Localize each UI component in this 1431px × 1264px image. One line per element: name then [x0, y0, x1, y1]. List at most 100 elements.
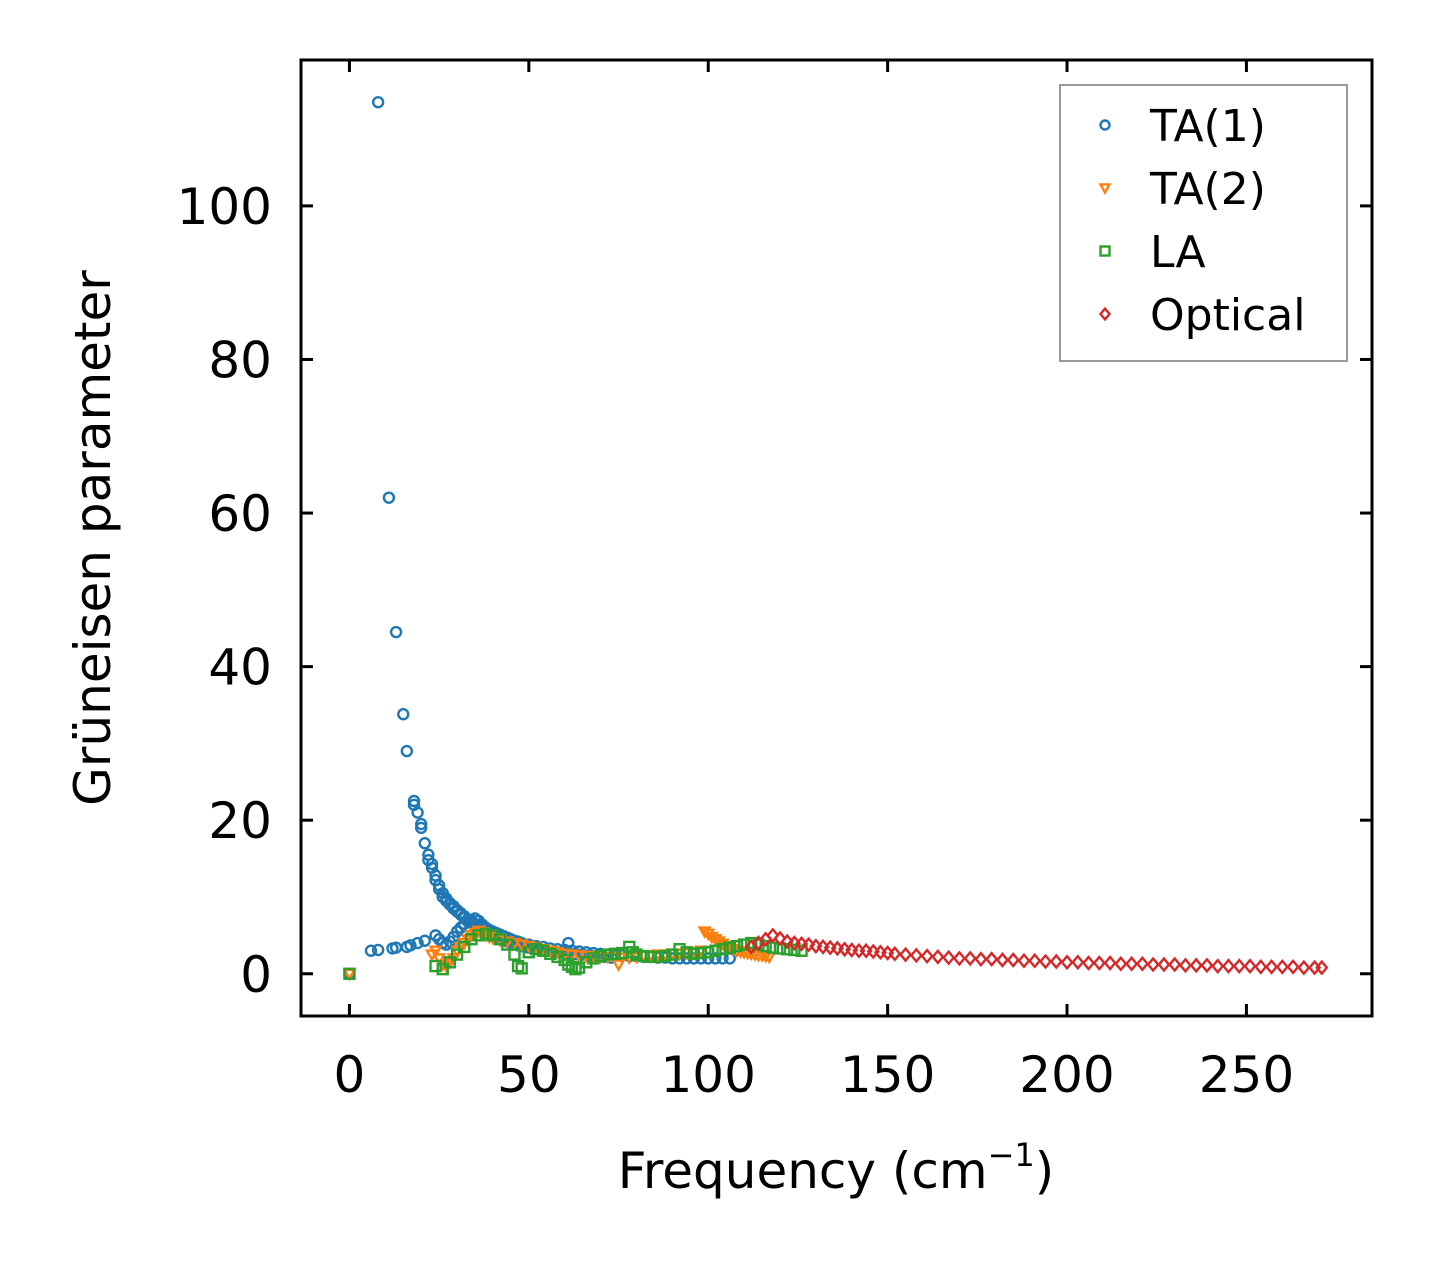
data-point	[389, 625, 403, 639]
plot-frame	[299, 58, 1374, 1018]
data-point	[899, 946, 913, 963]
data-point	[694, 946, 708, 960]
data-point	[608, 947, 622, 961]
x-tick-label: 150	[840, 1046, 935, 1104]
data-point	[1125, 955, 1139, 972]
data-point	[1211, 958, 1225, 974]
data-point	[418, 837, 431, 850]
data-point	[411, 806, 424, 819]
data-point	[745, 936, 758, 950]
data-point	[572, 950, 587, 963]
data-point	[730, 939, 744, 953]
data-point	[407, 794, 421, 808]
x-tick-label: 200	[1019, 1046, 1114, 1104]
x-tick-label: 250	[1199, 1046, 1294, 1104]
legend-label: Optical	[1150, 290, 1305, 341]
data-point	[418, 934, 431, 947]
data-point	[795, 944, 808, 957]
data-point	[1286, 958, 1300, 975]
x-tick-label: 100	[661, 1046, 756, 1104]
data-point	[601, 948, 614, 961]
x-axis-title-superscript: −1	[988, 1136, 1035, 1174]
series-optical	[744, 927, 1329, 976]
series-la	[343, 927, 808, 980]
data-point	[511, 959, 525, 973]
data-point	[1275, 958, 1289, 975]
data-point	[1168, 956, 1182, 973]
data-point	[414, 817, 428, 831]
data-point	[985, 951, 999, 968]
data-point	[1146, 956, 1160, 973]
data-point	[888, 945, 902, 962]
data-point	[974, 951, 988, 968]
data-point	[414, 821, 428, 835]
data-point	[364, 944, 378, 957]
legend-marker	[1099, 245, 1111, 257]
data-point	[773, 930, 787, 947]
data-point	[536, 944, 550, 957]
data-point	[443, 956, 457, 969]
legend-marker	[1098, 183, 1112, 195]
data-point	[1114, 955, 1128, 972]
data-point	[995, 952, 1010, 968]
data-point	[371, 96, 385, 109]
data-point	[450, 948, 464, 961]
data-point	[702, 946, 715, 959]
x-tick-label: 0	[334, 1046, 366, 1104]
data-point	[1297, 959, 1311, 976]
data-point	[472, 929, 485, 942]
data-point	[802, 936, 816, 953]
data-point	[371, 943, 385, 957]
y-axis-title: Grüneisen parameter	[64, 270, 122, 806]
data-point	[963, 950, 977, 967]
data-point	[404, 939, 417, 952]
data-point	[1060, 954, 1074, 971]
data-point	[428, 945, 443, 959]
data-point	[658, 949, 672, 963]
data-point	[425, 857, 439, 871]
data-point	[931, 948, 945, 965]
data-point	[515, 962, 528, 975]
data-point	[766, 927, 780, 944]
legend-marker	[1098, 306, 1112, 322]
data-point	[680, 946, 693, 959]
data-point	[343, 967, 356, 980]
data-point	[551, 950, 564, 964]
data-point	[788, 943, 801, 957]
data-point	[644, 950, 658, 964]
data-point	[594, 949, 607, 963]
legend-label: LA	[1150, 227, 1206, 278]
data-point	[1264, 958, 1279, 975]
data-point	[1049, 953, 1063, 970]
legend-marker	[1099, 119, 1111, 131]
y-tick-label: 40	[208, 639, 272, 697]
data-point	[436, 962, 449, 976]
data-point	[565, 960, 579, 974]
data-point	[569, 962, 582, 976]
data-point	[952, 950, 966, 967]
y-tick-label: 80	[208, 331, 272, 389]
data-point	[522, 946, 536, 959]
legend-box	[1059, 84, 1348, 362]
data-point	[1200, 957, 1214, 974]
data-point	[611, 959, 626, 973]
data-point	[1028, 952, 1042, 969]
data-point	[687, 947, 701, 961]
data-point	[1254, 958, 1268, 975]
data-point	[382, 491, 396, 504]
x-tick-label: 50	[497, 1046, 561, 1104]
legend: TA(1) TA(2) LA Optical	[1059, 84, 1348, 362]
data-point	[1103, 955, 1117, 971]
x-axis-title-close: )	[1035, 1142, 1055, 1200]
data-point	[909, 947, 923, 964]
data-point	[587, 952, 600, 965]
y-tick-label: 20	[208, 792, 272, 850]
y-tick-label: 60	[208, 485, 272, 543]
data-point	[529, 942, 543, 956]
data-point	[630, 948, 643, 961]
data-point	[942, 949, 956, 966]
data-point	[397, 708, 410, 721]
data-point	[723, 941, 736, 954]
legend-entries: TA(1) TA(2) LA Optical	[1098, 101, 1305, 341]
